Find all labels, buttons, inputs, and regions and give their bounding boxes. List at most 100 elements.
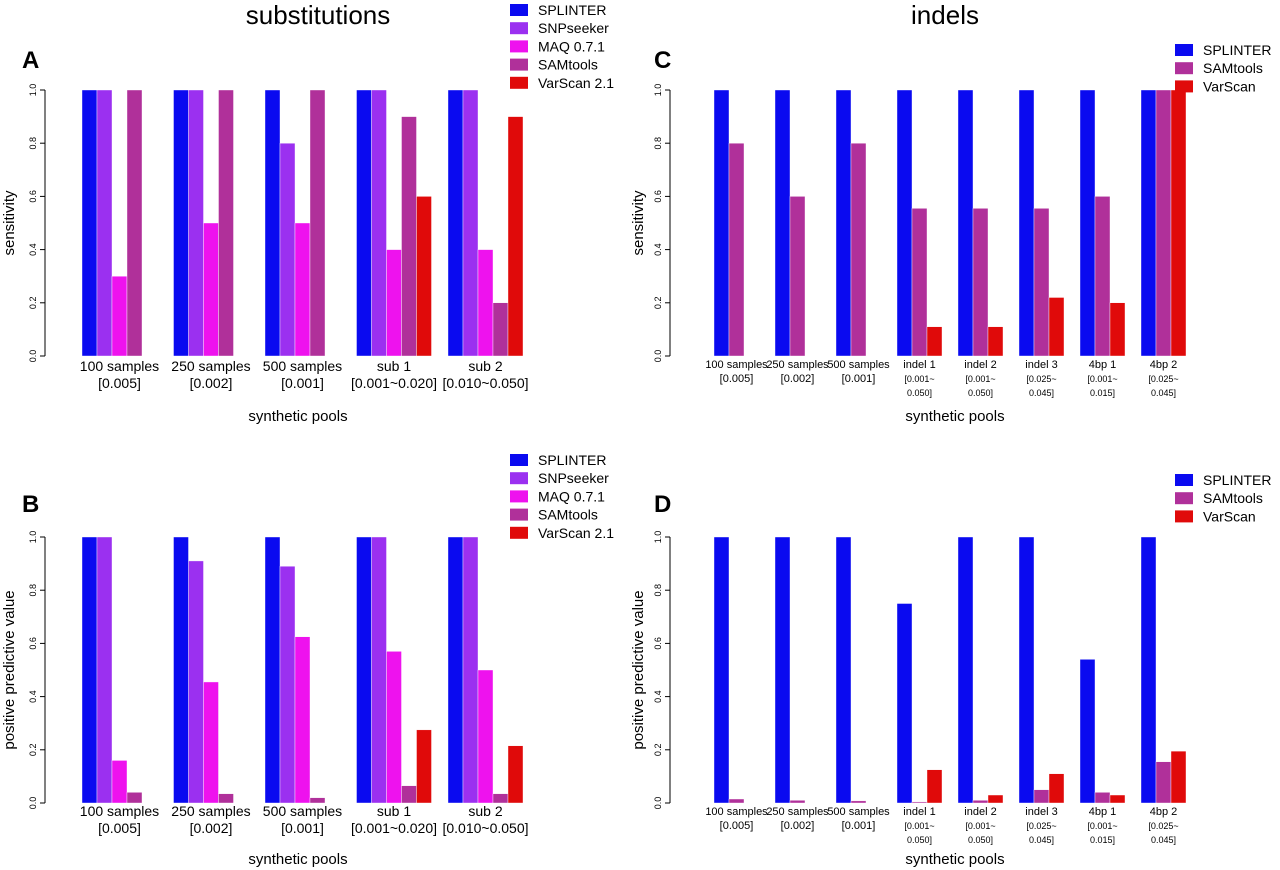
legend: SPLINTER SAMtools VarScan [1175,472,1271,524]
panel-c: C 0.0 0.2 0.4 0.6 0.8 1.0 sensitivity 100 sample… [630,42,1271,425]
category-label: [0.001~ [965,821,995,831]
panel-a: A 0.0 0.2 0.4 0.6 0.8 1.0 sensitivity 100 sample… [1,2,614,425]
y-tick-label: 0.8 [28,137,38,150]
bar-snpseeker-3 [279,566,296,804]
bar-splinter-6 [1018,536,1035,804]
bar-maq-0-7-1-1 [111,276,128,357]
category-label: indel 1 [903,806,935,818]
legend-swatch [510,508,528,521]
category-label: 100 samples [80,358,159,374]
legend-swatch [1175,44,1193,56]
bar-snpseeker-5 [462,536,479,804]
category-label: 500 samples [263,803,342,819]
legend-label: SAMtools [538,57,598,73]
category-label: [0.001] [842,820,876,832]
bar-splinter-3 [835,89,852,357]
bar-varscan-2-1-5 [507,116,524,357]
bar-splinter-4 [356,89,372,357]
category-label: 0.045] [1029,835,1054,845]
bar-splinter-1 [713,536,730,804]
bar-samtools-2 [218,793,234,804]
category-label: [0.010~0.050] [442,820,528,836]
bar-varscan-2-1-5 [507,745,524,804]
category-label: [0.001] [842,373,876,385]
x-axis-label: synthetic pools [905,851,1004,868]
bar-samtools-8 [1155,761,1172,804]
category-label: [0.001~ [1087,374,1117,384]
y-tick-label: 1.0 [653,84,663,97]
bar-snpseeker-1 [96,89,113,357]
bar-varscan-7 [1109,302,1126,357]
legend-swatch [1175,510,1193,523]
y-tick-label: 0.6 [28,637,38,650]
bar-splinter-5 [447,89,464,357]
bar-samtools-3 [850,142,867,357]
bar-samtools-1 [126,89,143,357]
bar-varscan-5 [987,794,1004,804]
bar-maq-0-7-1-2 [203,681,219,804]
bar-maq-0-7-1-4 [386,249,402,357]
bar-snpseeker-3 [279,142,296,357]
bar-snpseeker-5 [462,89,479,357]
legend-swatch [510,490,528,503]
bar-maq-0-7-1-3 [294,636,311,804]
category-label: [0.002] [190,820,233,836]
panel-letter: D [654,491,671,518]
bar-splinter-4 [356,536,372,804]
legend-label: SPLINTER [538,2,606,18]
bar-splinter-2 [774,536,791,804]
bar-maq-0-7-1-2 [203,222,219,357]
legend-swatch [1175,492,1193,505]
legend-label: VarScan [1203,78,1256,94]
category-label: 0.045] [1151,835,1176,845]
category-label: 100 samples [705,806,768,818]
legend-label: SNPseeker [538,470,609,486]
category-label: [0.025~ [1026,821,1056,831]
category-label: sub 1 [377,358,411,374]
bar-splinter-7 [1079,89,1096,357]
bar-samtools-5 [972,800,989,804]
bar-maq-0-7-1-5 [477,249,494,357]
legend-label: VarScan [1203,508,1256,524]
y-tick-label: 0.0 [653,350,663,363]
category-label: 4bp 2 [1150,359,1178,371]
y-tick-label: 0.8 [653,137,663,150]
y-tick-label: 0.4 [653,690,663,703]
y-axis-label: sensitivity [1,190,18,256]
category-label: sub 2 [468,803,502,819]
bar-samtools-5 [972,208,989,357]
bar-samtools-1 [126,792,143,804]
legend-label: SPLINTER [1203,42,1271,58]
y-tick-label: 0.6 [653,190,663,203]
bar-maq-0-7-1-1 [111,760,128,804]
legend-label: MAQ 0.7.1 [538,488,605,504]
category-label: 0.045] [1029,388,1054,398]
bar-varscan-7 [1109,794,1126,804]
category-label: [0.001~ [965,374,995,384]
bar-splinter-7 [1079,659,1096,804]
category-label: 0.050] [907,388,932,398]
y-tick-label: 1.0 [28,531,38,544]
category-label: [0.001] [281,375,324,391]
category-label: 500 samples [827,806,890,818]
y-axis-label: positive predictive value [630,590,647,749]
category-label: [0.002] [781,820,815,832]
y-tick-label: 0.2 [653,744,663,757]
category-label: 0.050] [968,388,993,398]
legend-label: MAQ 0.7.1 [538,38,605,54]
col-title-indels: indels [911,0,979,30]
legend-swatch [1175,80,1193,93]
bar-varscan-5 [987,326,1004,357]
bar-varscan-2-1-4 [416,196,432,357]
category-label: 250 samples [766,359,829,371]
category-label: [0.025~ [1148,821,1178,831]
y-tick-label: 0.4 [28,690,38,703]
bar-varscan-4 [926,326,943,357]
legend: SPLINTER SAMtools VarScan [1175,42,1271,94]
bar-splinter-1 [713,89,730,357]
bar-splinter-3 [264,89,281,357]
legend-swatch [1175,62,1193,75]
category-label: [0.005] [720,373,754,385]
x-axis-label: synthetic pools [248,408,347,425]
